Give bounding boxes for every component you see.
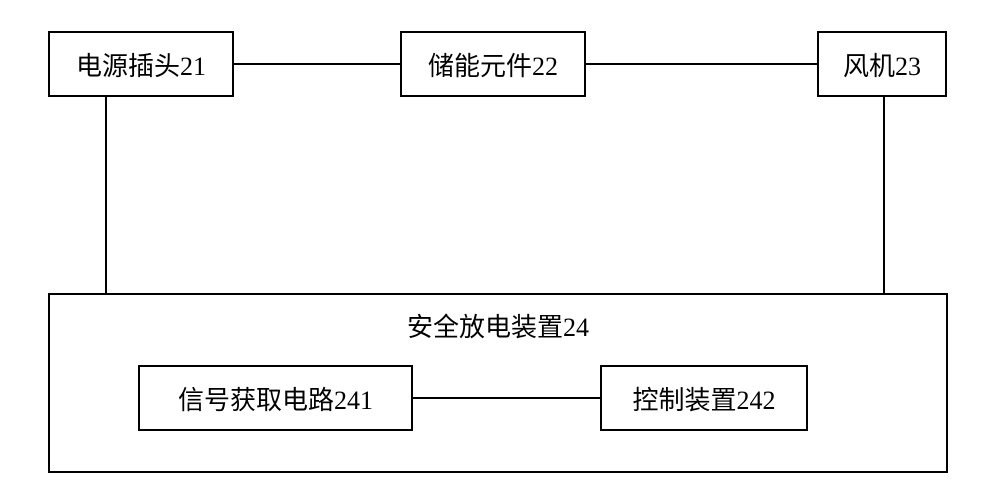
edge-storage-to-fan — [586, 63, 817, 65]
signal-acquisition-label: 信号获取电路241 — [178, 380, 373, 417]
energy-storage-label: 储能元件22 — [428, 46, 558, 83]
fan-box: 风机23 — [817, 31, 947, 97]
edge-fan-to-safety — [883, 97, 885, 293]
edge-plug-to-storage — [234, 63, 400, 65]
fan-label: 风机23 — [843, 46, 921, 83]
edge-signal-to-control — [413, 397, 600, 399]
energy-storage-box: 储能元件22 — [400, 31, 586, 97]
power-plug-label: 电源插头21 — [76, 46, 206, 83]
edge-plug-to-safety — [105, 97, 107, 293]
signal-acquisition-box: 信号获取电路241 — [138, 365, 413, 431]
control-device-box: 控制装置242 — [600, 365, 808, 431]
control-device-label: 控制装置242 — [632, 380, 775, 417]
power-plug-box: 电源插头21 — [48, 31, 234, 97]
safety-discharge-title: 安全放电装置24 — [50, 307, 946, 344]
